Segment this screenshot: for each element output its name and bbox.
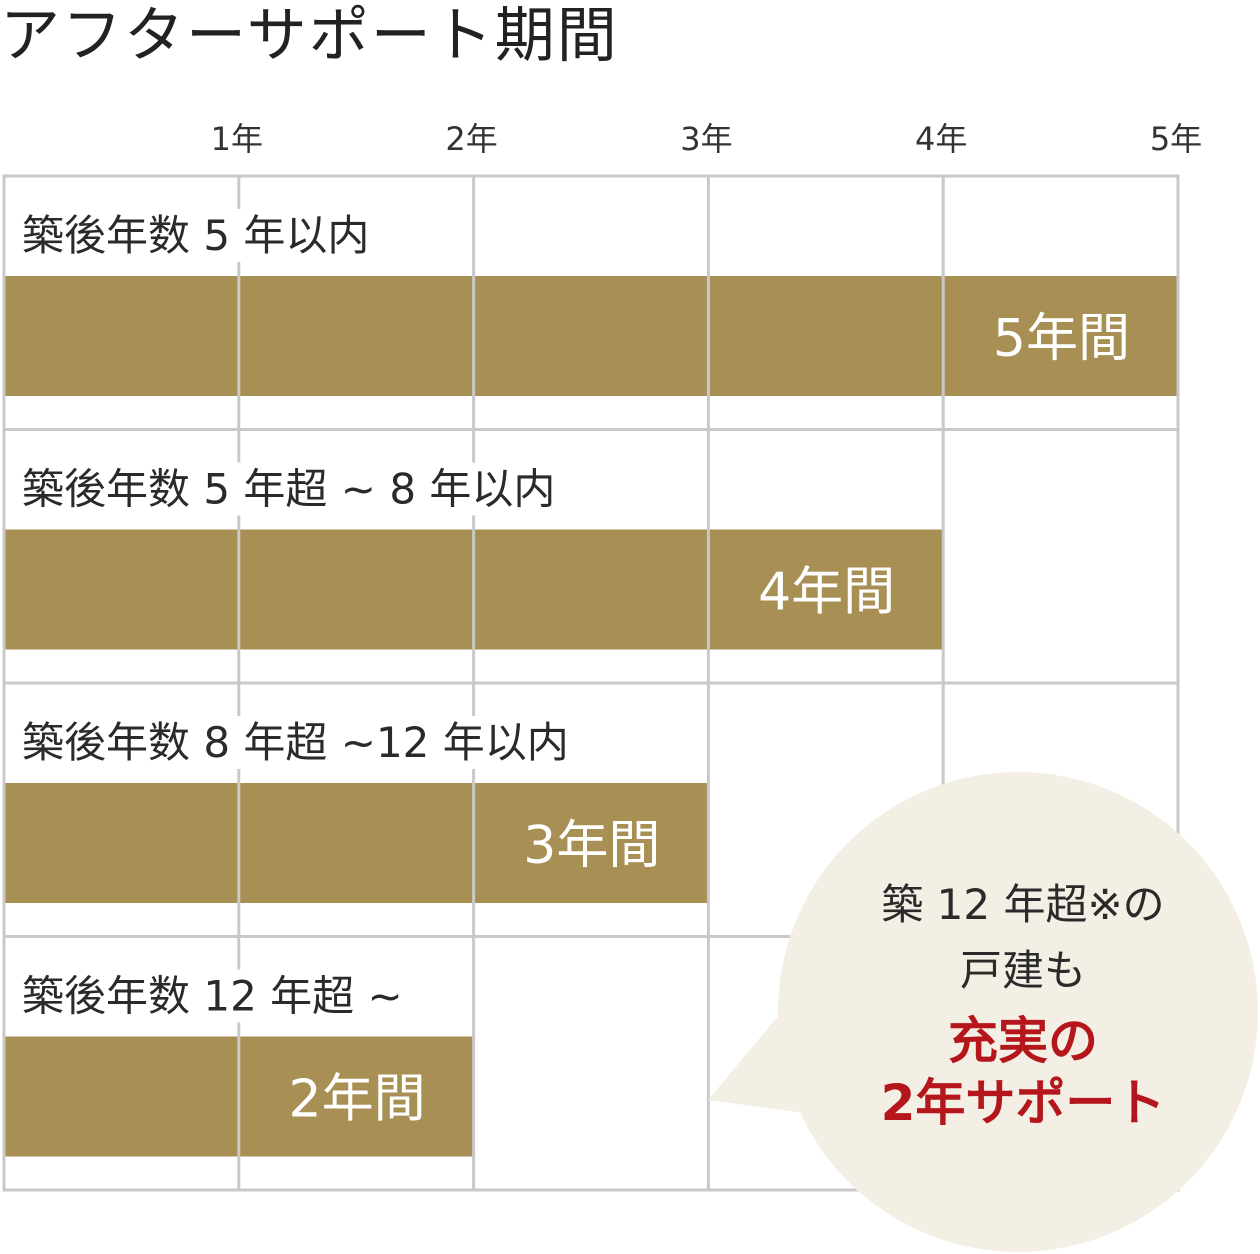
x-tick-label: 1年 — [211, 120, 263, 158]
bar-data-label: 4年間 — [758, 563, 895, 623]
x-tick-label: 3年 — [680, 120, 732, 158]
category-label: 築後年数 5 年以内 — [22, 211, 369, 260]
x-tick-label: 4年 — [915, 120, 967, 158]
x-axis-ticks: 1年 2年 3年 4年 5年 — [211, 120, 1203, 158]
callout-line2: 戸建も — [959, 946, 1086, 995]
category-label-backing — [18, 969, 407, 1023]
bar — [4, 783, 709, 903]
callout-highlight2: 2年サポート — [880, 1074, 1166, 1132]
bar-data-label: 5年間 — [993, 309, 1130, 369]
x-tick-label: 5年 — [1150, 120, 1202, 158]
category-label: 築後年数 8 年超 ~12 年以内 — [22, 718, 569, 767]
bar-data-label: 3年間 — [523, 816, 660, 876]
callout-highlight1: 充実の — [948, 1012, 1098, 1070]
bar — [4, 276, 1178, 396]
callout-circle — [778, 772, 1258, 1252]
bar-data-label: 2年間 — [289, 1070, 426, 1130]
category-label: 築後年数 12 年超 ~ — [22, 972, 403, 1021]
x-tick-label: 2年 — [445, 120, 497, 158]
callout-text: 築 12 年超※の 戸建も 充実の 2年サポート — [818, 872, 1228, 1134]
grid — [2, 174, 1180, 1192]
category-label: 築後年数 5 年超 ~ 8 年以内 — [22, 465, 555, 514]
category-label-backing — [18, 209, 374, 262]
callout-line1: 築 12 年超※の — [881, 880, 1165, 929]
category-label-backing — [18, 462, 560, 516]
callout-bubble — [708, 772, 1258, 1252]
chart-title: アフターサポート期間 — [0, 1, 619, 71]
category-label-backing — [18, 716, 573, 769]
